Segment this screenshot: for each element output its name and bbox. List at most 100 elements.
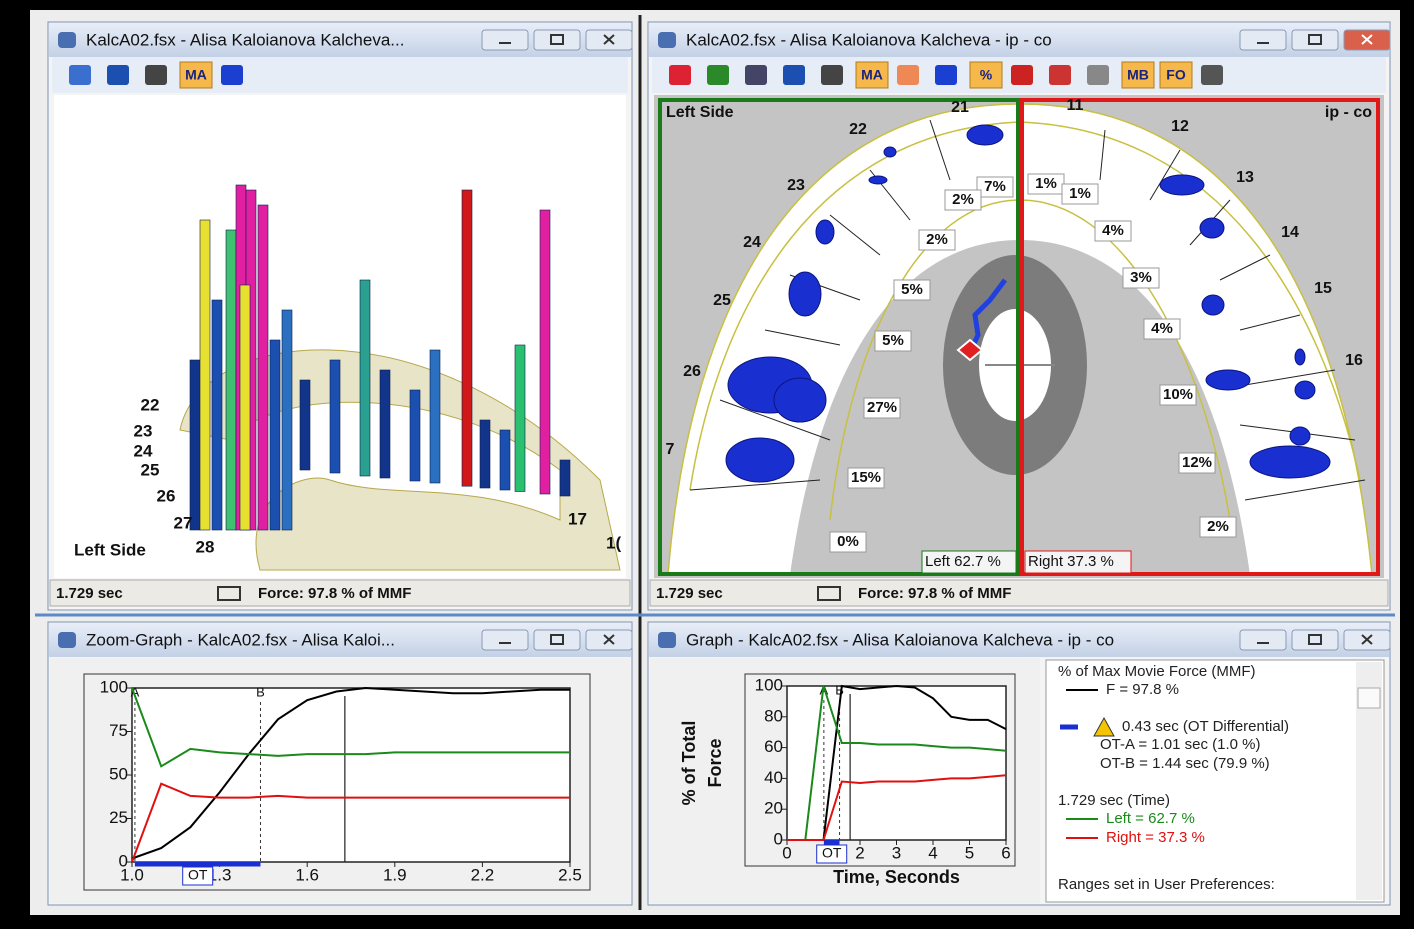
window-min-button[interactable]: [481, 29, 529, 51]
toolbar-button[interactable]: [897, 65, 919, 85]
legend-text: F = 97.8 %: [1106, 681, 1179, 698]
section-divider: [689, 479, 821, 491]
percent-box: [1178, 452, 1216, 474]
toolbar-button[interactable]: [1159, 61, 1193, 89]
toolbar-button-label: MB: [1127, 67, 1149, 83]
section-percent: 2%: [926, 231, 948, 248]
percent-box: [918, 229, 956, 251]
bar-3d: [461, 189, 473, 487]
bar-3d: [479, 419, 491, 489]
percent-box: [893, 279, 931, 301]
tooth-number: 13: [1236, 169, 1254, 186]
toolbar-button[interactable]: [935, 65, 957, 85]
tooth-number: 26: [683, 363, 701, 380]
percent-box: [976, 176, 1014, 198]
toolbar-button[interactable]: [745, 65, 767, 85]
tooth-number: 16: [1345, 352, 1363, 369]
legend-text: 0.43 sec (OT Differential): [1122, 718, 1289, 735]
toolbar-button[interactable]: [107, 65, 129, 85]
section-percent: 4%: [1151, 320, 1173, 337]
button-glyph: [1361, 634, 1373, 645]
window-title: KalcA02.fsx - Alisa Kaloianova Kalcheva.…: [86, 30, 404, 49]
pressure-blob: [1199, 217, 1225, 239]
x-tick-label: 4: [928, 843, 937, 862]
toolbar-button[interactable]: [145, 65, 167, 85]
bar-3d: [329, 359, 341, 474]
section-divider: [1244, 369, 1336, 386]
window-title: Zoom-Graph - KalcA02.fsx - Alisa Kaloi..…: [86, 630, 395, 649]
tooth-number: 12: [1171, 118, 1189, 135]
toolbar-button[interactable]: [783, 65, 805, 85]
right-region: [1020, 98, 1380, 576]
window-min-button[interactable]: [1239, 29, 1287, 51]
toolbar-button[interactable]: [855, 61, 889, 89]
series-line: [787, 774, 1007, 841]
toolbar-button[interactable]: [707, 65, 729, 85]
app-icon: [58, 632, 76, 648]
tooth-number: 7: [666, 441, 675, 458]
toolbar-button[interactable]: [179, 61, 213, 89]
window-max-button[interactable]: [533, 29, 581, 51]
window-max-button[interactable]: [1291, 629, 1339, 651]
pressure-blob: [788, 271, 822, 317]
percent-box: [863, 397, 901, 419]
y-tick-label: 0: [774, 829, 783, 848]
left-region: [658, 98, 1020, 576]
percent-box: [1094, 220, 1132, 242]
section-divider: [1244, 479, 1366, 501]
window-max-button[interactable]: [533, 629, 581, 651]
bar-3d: [299, 379, 311, 471]
button-glyph: [550, 634, 564, 645]
section-percent: 10%: [1163, 386, 1193, 403]
percent-box: [829, 531, 867, 553]
y-tick-label: 60: [764, 737, 783, 756]
percent-box: [1061, 183, 1099, 205]
scroll-thumb[interactable]: [1357, 687, 1381, 709]
percent-box: [1159, 384, 1197, 406]
legend-text: OT-A = 1.01 sec (1.0 %): [1100, 736, 1261, 753]
toolbar-button[interactable]: [1087, 65, 1109, 85]
pressure-blob: [1294, 380, 1316, 400]
series-line: [131, 687, 570, 768]
section-percent: 4%: [1102, 222, 1124, 239]
toolbar-button[interactable]: [1011, 65, 1033, 85]
ot-box: [182, 866, 214, 886]
toolbar-button[interactable]: [1121, 61, 1155, 89]
app-icon: [658, 632, 676, 648]
tooth-number: 25: [713, 292, 731, 309]
section-percent: 12%: [1182, 454, 1212, 471]
section-percent: 2%: [952, 191, 974, 208]
percent-box: [1199, 516, 1237, 538]
y-tick-label: 100: [100, 677, 128, 696]
window-title: Graph - KalcA02.fsx - Alisa Kaloianova K…: [686, 630, 1114, 649]
row-label: 17: [568, 509, 587, 528]
ot-label: OT: [822, 845, 842, 861]
section-divider: [719, 399, 831, 441]
tooth-number: 24: [743, 234, 761, 251]
view-label: ip - co: [1325, 104, 1372, 121]
percent-box: [847, 467, 885, 489]
y-axis-label: % of Total: [679, 721, 699, 806]
toolbar-button[interactable]: [669, 65, 691, 85]
section-percent: 1%: [1035, 175, 1057, 192]
window-min-button[interactable]: [1239, 629, 1287, 651]
status-time: 1.729 sec: [56, 585, 123, 602]
x-tick-label: 1.6: [295, 865, 319, 884]
pressure-blob: [883, 146, 897, 158]
window-max-button[interactable]: [1291, 29, 1339, 51]
bar-3d: [379, 369, 391, 479]
toolbar-button-label: MA: [185, 67, 207, 83]
toolbar-button[interactable]: [969, 61, 1003, 89]
toolbar-button[interactable]: [821, 65, 843, 85]
toolbar-button[interactable]: [1049, 65, 1071, 85]
pressure-blob: [815, 219, 835, 245]
toolbar-button[interactable]: [1201, 65, 1223, 85]
y-tick-label: 40: [764, 768, 783, 787]
window-min-button[interactable]: [481, 629, 529, 651]
y-tick-label: 25: [109, 808, 128, 827]
toolbar-button[interactable]: [221, 65, 243, 85]
x-tick-label: 5: [965, 843, 974, 862]
y-axis-label: Force: [705, 738, 725, 787]
toolbar-button[interactable]: [69, 65, 91, 85]
row-label: 26: [157, 486, 176, 505]
